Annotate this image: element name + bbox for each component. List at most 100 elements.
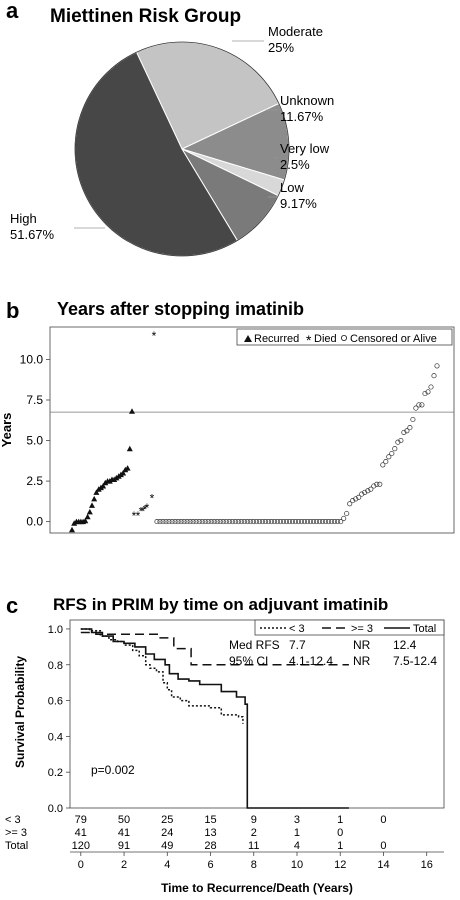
- censored-point: [283, 519, 290, 525]
- risk-count: 13: [204, 827, 216, 839]
- km-curve: [80, 631, 349, 666]
- censored-point: [332, 519, 338, 525]
- pie-outline: [74, 41, 290, 257]
- censored-point: [223, 519, 229, 525]
- risk-count: 3: [294, 814, 300, 826]
- censored-point: [398, 437, 404, 444]
- censored-point: [187, 519, 193, 525]
- censored-point: [326, 519, 332, 525]
- y-tick-label: 0.2: [48, 767, 63, 779]
- censored-point: [181, 519, 187, 525]
- died-point: *: [132, 509, 137, 523]
- censored-point: [211, 519, 217, 525]
- recurred-point: [100, 483, 107, 489]
- censored-point: [353, 496, 359, 502]
- y-tick-label: 5.0: [26, 434, 43, 448]
- censored-point: [196, 519, 202, 525]
- censored-point: [307, 519, 314, 525]
- y-tick-label: 0.6: [48, 696, 63, 708]
- risk-count: 1: [294, 827, 300, 839]
- legend-recurred: Recurred: [254, 333, 299, 345]
- recurred-point: [129, 408, 135, 414]
- recurred-point: [82, 517, 89, 524]
- pie-slice-label: Unknown: [280, 93, 334, 108]
- censored-point: [235, 519, 241, 525]
- censored-point: [247, 519, 253, 525]
- risk-count: 1: [337, 814, 343, 826]
- censored-point: [193, 519, 199, 525]
- y-tick-label: 2.5: [26, 474, 43, 488]
- risk-count: 50: [118, 814, 130, 826]
- risk-count: 4: [294, 840, 300, 852]
- censored-point: [220, 519, 226, 525]
- censored-point: [268, 519, 274, 525]
- y-tick-label: 7.5: [26, 393, 43, 407]
- censored-point: [289, 519, 296, 525]
- y-tick-label: 0.8: [48, 660, 63, 672]
- censored-point: [338, 519, 344, 525]
- risk-count: 0: [380, 840, 386, 852]
- km-curve: [80, 628, 244, 724]
- legend-label: Total: [413, 623, 436, 635]
- died-point: *: [141, 504, 146, 518]
- legend-asterisk-icon: *: [306, 332, 312, 348]
- stats-cell: 95% CI: [229, 654, 268, 668]
- censored-point: [383, 459, 389, 465]
- km-curve: [80, 628, 349, 809]
- censored-point: [277, 519, 283, 525]
- p-value: p=0.002: [91, 763, 135, 777]
- risk-row-label: Total: [5, 840, 28, 852]
- x-tick-label: 4: [164, 859, 170, 871]
- censored-point: [190, 519, 196, 525]
- censored-point: [362, 489, 368, 495]
- censored-point: [274, 519, 280, 525]
- censored-point: [377, 481, 383, 487]
- legend-label: >= 3: [351, 623, 373, 635]
- pie-slice-label: Low: [280, 180, 304, 195]
- risk-count: 2: [251, 827, 257, 839]
- y-axis-label: Survival Probability: [13, 656, 27, 768]
- censored-point: [323, 519, 329, 525]
- censored-point: [386, 454, 392, 460]
- censored-point: [178, 519, 184, 525]
- censored-point: [238, 519, 244, 525]
- censored-point: [286, 519, 293, 525]
- risk-count: 91: [118, 840, 130, 852]
- died-point: *: [139, 504, 144, 518]
- pie-title: Miettinen Risk Group: [50, 6, 241, 27]
- stats-cell: NR: [353, 654, 371, 668]
- y-tick-label: 0.0: [48, 803, 63, 815]
- recurred-point: [84, 513, 91, 520]
- censored-point: [217, 519, 223, 525]
- y-tick-label: 1.0: [48, 624, 63, 636]
- risk-count: 49: [161, 840, 173, 852]
- censored-point: [401, 429, 407, 435]
- risk-count: 41: [75, 827, 87, 839]
- censored-point: [356, 494, 362, 500]
- pie-slice-pct: 2.5%: [280, 157, 310, 172]
- x-tick-label: 6: [207, 859, 213, 871]
- legend: Recurred * Died Censored or Alive: [236, 328, 453, 348]
- censored-point: [404, 428, 410, 434]
- censored-point: [163, 519, 169, 525]
- censored-point: [371, 483, 377, 489]
- risk-count: 28: [204, 840, 216, 852]
- x-tick-label: 8: [251, 859, 257, 871]
- km-chart: 0.0 0.2 0.4 0.6 0.8 1.0 Survival Probability < …: [5, 619, 445, 895]
- censored-point: [265, 519, 271, 525]
- y-axis-label: Years: [0, 413, 14, 448]
- panel-c-letter: c: [6, 593, 18, 618]
- censored-point: [413, 405, 419, 411]
- censored-point: [253, 519, 259, 525]
- recurred-point: [89, 502, 95, 508]
- censored-point: [175, 519, 181, 525]
- censored-point: [214, 519, 220, 525]
- legend-circle-icon: [340, 334, 347, 341]
- risk-count: 11: [248, 840, 259, 852]
- censored-point: [344, 510, 350, 517]
- censored-point: [341, 515, 347, 521]
- stats-cell: 7.7: [289, 638, 306, 652]
- x-axis-label: Time to Recurrence/Death (Years): [161, 881, 353, 895]
